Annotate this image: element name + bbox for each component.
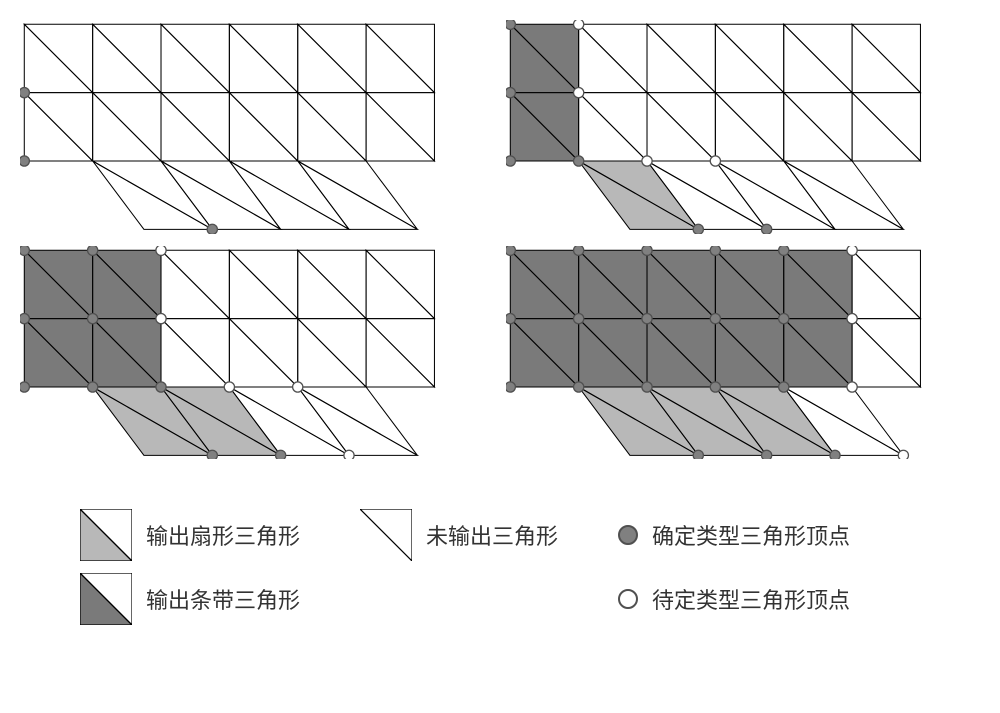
panel-p4 bbox=[506, 246, 980, 460]
panel-p3 bbox=[20, 246, 494, 460]
panel-p2 bbox=[506, 20, 980, 234]
legend-item-strip: 输出条带三角形 bbox=[80, 573, 300, 625]
legend-item-open-vertex: 待定类型三角形顶点 bbox=[618, 583, 850, 615]
legend: 输出扇形三角形 未输出三角形 确定类型三角形顶点 输出条带三角形 bbox=[20, 509, 980, 625]
legend-row-2: 输出条带三角形 未输出三角形 待定类型三角形顶点 bbox=[80, 573, 980, 625]
legend-item-fan: 输出扇形三角形 bbox=[80, 509, 300, 561]
panel-grid bbox=[20, 20, 980, 459]
mesh-panel bbox=[506, 20, 976, 234]
legend-label: 确定类型三角形顶点 bbox=[652, 519, 850, 551]
legend-item-unoutput: 未输出三角形 bbox=[360, 509, 558, 561]
mesh-panel bbox=[20, 246, 490, 460]
legend-label: 输出扇形三角形 bbox=[146, 519, 300, 551]
open-dot-icon bbox=[618, 589, 638, 609]
legend-item-solid-vertex: 确定类型三角形顶点 bbox=[618, 519, 850, 551]
strip-swatch-icon bbox=[80, 573, 132, 625]
panel-p1 bbox=[20, 20, 494, 234]
fan-swatch-icon bbox=[80, 509, 132, 561]
legend-label: 待定类型三角形顶点 bbox=[652, 583, 850, 615]
legend-label: 输出条带三角形 bbox=[146, 583, 300, 615]
figure-container: 输出扇形三角形 未输出三角形 确定类型三角形顶点 输出条带三角形 bbox=[20, 20, 980, 625]
mesh-panel bbox=[506, 246, 976, 460]
legend-row-1: 输出扇形三角形 未输出三角形 确定类型三角形顶点 bbox=[80, 509, 980, 561]
solid-dot-icon bbox=[618, 525, 638, 545]
legend-label: 未输出三角形 bbox=[426, 519, 558, 551]
unoutput-swatch-icon bbox=[360, 509, 412, 561]
mesh-panel bbox=[20, 20, 490, 234]
